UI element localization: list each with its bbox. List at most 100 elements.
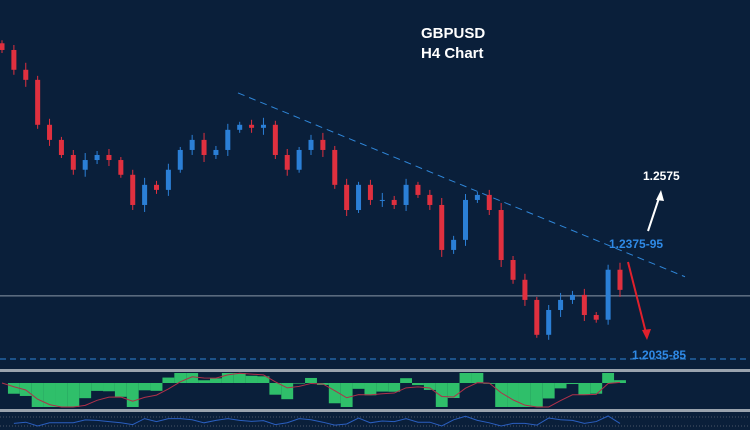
indicator-histogram-bar [412,383,424,386]
candle-body [70,154,76,170]
candle-body [154,184,159,190]
candle-body [225,129,231,150]
candle-body [320,139,326,150]
candle-body [558,299,564,310]
indicator-histogram-bar [138,383,151,391]
candle-body [237,124,243,130]
candle-body [427,194,433,205]
indicator-histogram-bar [55,383,68,407]
indicator-histogram-bar [67,383,80,407]
candle-body [249,124,255,128]
indicator-histogram-bar [269,383,282,395]
indicator-histogram-bar [352,383,365,389]
candle-body [0,43,5,50]
candle-body [260,124,266,128]
down-arrow-icon [627,261,647,334]
candle-body [165,169,171,190]
candle-body [23,69,29,80]
indicator-histogram-bar [471,373,484,383]
chart-subtitle: H4 Chart [421,45,484,62]
down-arrow-head-icon [642,329,651,340]
indicator-histogram-bar [566,383,579,385]
indicator-histogram-bar [209,378,222,383]
candle-body [451,239,457,250]
candle-body [474,194,480,200]
indicator-histogram-bar [518,383,531,407]
candle-body [617,269,623,290]
indicator-histogram-bar [245,375,258,383]
indicator-histogram-bar [257,376,270,383]
candle-body [546,309,552,335]
candle-body [510,259,516,280]
candle-body [439,204,445,250]
candle-body [367,184,373,200]
indicator-histogram-bar [340,383,353,407]
candle-body [11,49,17,70]
candle-body [35,79,41,125]
candle-body [332,149,338,185]
indicator-histogram-bar [400,378,413,383]
indicator-histogram-bar [578,383,591,395]
candle-body [581,294,587,316]
indicator-histogram-bar [281,383,294,400]
candle-body [296,149,302,170]
indicator-histogram-bar [186,373,199,383]
candle-body [379,199,385,201]
indicator-histogram-bar [114,383,127,397]
candle-body [106,154,112,161]
indicator-histogram-bar [495,383,508,407]
indicator-histogram-bar [305,377,317,383]
indicator-histogram-bar [293,383,306,384]
resistance-label: 1.2375-95 [609,237,664,251]
candle-body [463,199,468,240]
indicator-histogram-bar [174,373,187,383]
indicator-histogram-bar [376,383,389,392]
candle-body [344,184,350,211]
indicator-histogram-bar [602,373,615,383]
up-arrow-icon [647,194,661,232]
indicator-histogram-bar [79,383,92,399]
candle-body [272,124,278,155]
indicator-histogram-bar [459,373,472,383]
indicator-histogram-bar [554,383,567,389]
candle-body [534,299,540,335]
downside-target-label: 1.2035-85 [632,348,687,362]
candle-body [189,139,195,150]
candle-body [177,149,183,170]
indicator-histogram-bar [530,383,543,407]
indicator-histogram-bar [126,383,139,407]
indicator-histogram-bar [590,383,603,394]
candle-body [356,184,362,211]
indicator-histogram-bar [91,383,104,391]
candle-body [415,184,421,195]
candle-body [522,279,528,300]
chart-title: GBPUSD [421,25,486,42]
candle-body [605,269,611,320]
candle-body [94,154,100,161]
indicator-histogram-bar [7,383,20,394]
indicator-histogram-bar [31,383,44,407]
indicator-histogram-bar [364,383,377,396]
indicator-histogram-bar [542,383,555,399]
indicator-histogram-bar [198,380,210,383]
indicator-histogram-bar [388,383,401,392]
indicator-signal-line [1,372,621,408]
candle-body [58,139,64,155]
indicator-histogram-bar [43,383,56,407]
indicator-histogram-bar [447,383,460,399]
candle-body [284,154,290,170]
candle-body [118,160,124,175]
candle-body [213,149,219,155]
indicator-histogram-bar [507,383,519,407]
indicator-histogram-bar [150,383,163,391]
indicator-histogram-bar [233,373,246,383]
indicator-histogram-bar [103,383,115,392]
indicator-histogram-bar [435,383,448,407]
upside-target-label: 1.2575 [643,169,680,183]
candle-body [308,139,314,150]
candle-body [130,174,136,205]
candle-body [82,160,88,170]
indicator-histogram-bar [614,380,626,383]
candle-body [569,294,575,300]
